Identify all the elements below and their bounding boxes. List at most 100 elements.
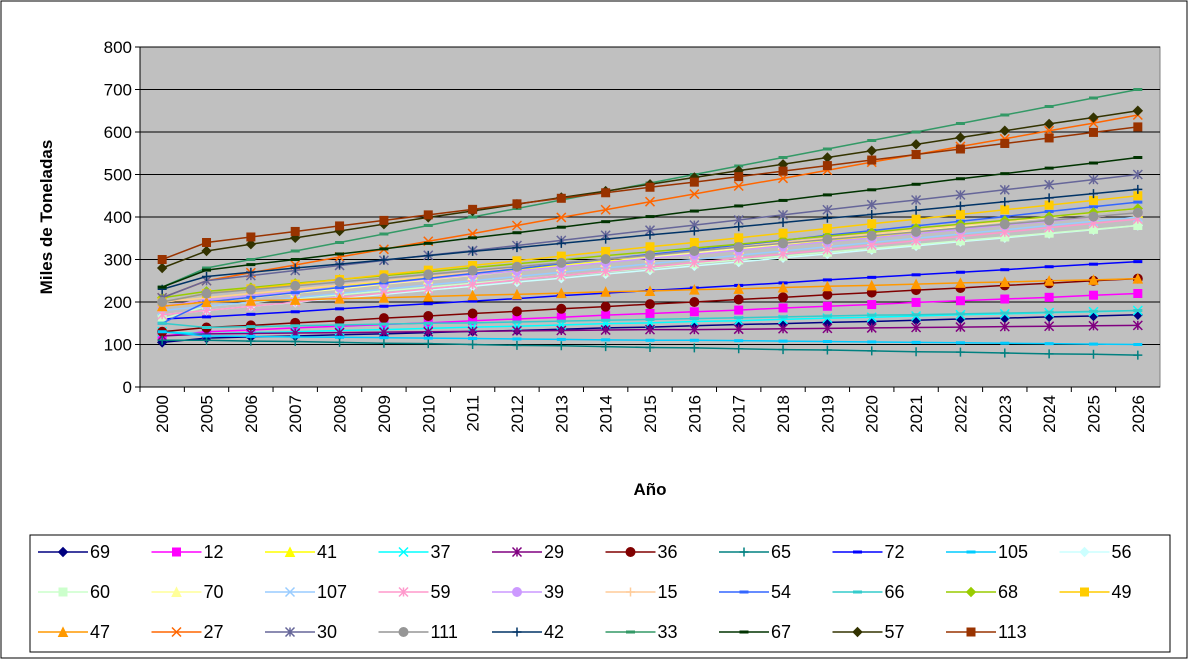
legend-label: 37 [431, 542, 451, 562]
marker [157, 309, 168, 320]
marker [422, 290, 434, 302]
marker [1088, 309, 1098, 313]
marker [246, 232, 256, 242]
marker [245, 238, 257, 250]
marker [468, 204, 478, 214]
marker [911, 347, 921, 357]
marker [778, 323, 789, 334]
marker [334, 292, 345, 304]
marker [955, 122, 965, 125]
x-tick-label: 2016 [685, 395, 704, 433]
legend-label: 65 [771, 542, 791, 562]
marker [378, 313, 389, 324]
marker [334, 277, 345, 288]
marker [398, 627, 409, 637]
marker [290, 280, 301, 291]
marker [601, 234, 611, 244]
marker [601, 338, 611, 342]
marker [626, 587, 635, 597]
marker [157, 255, 167, 264]
marker [778, 238, 789, 249]
x-tick-label: 2013 [552, 395, 571, 433]
marker [778, 156, 788, 159]
marker [739, 590, 749, 594]
marker [689, 338, 699, 342]
marker [911, 322, 922, 333]
marker [512, 340, 522, 350]
marker [822, 278, 832, 282]
marker [822, 323, 833, 334]
x-tick-label: 2024 [1040, 395, 1059, 433]
x-tick-label: 2025 [1084, 395, 1103, 433]
marker [778, 198, 788, 202]
x-tick-label: 2006 [242, 395, 261, 433]
marker [335, 335, 345, 339]
marker [1044, 105, 1054, 108]
marker [689, 284, 700, 295]
marker [689, 189, 700, 200]
marker [423, 241, 433, 245]
marker [689, 257, 700, 268]
marker [423, 321, 433, 325]
marker [601, 188, 611, 198]
marker [335, 286, 345, 290]
marker [733, 253, 744, 264]
marker [423, 326, 434, 337]
marker [290, 335, 300, 339]
marker [290, 249, 300, 253]
marker [512, 627, 522, 637]
legend-label: 36 [658, 542, 678, 562]
marker [284, 626, 296, 638]
marker [157, 297, 168, 307]
marker [1088, 127, 1098, 137]
legend-label: 67 [771, 622, 791, 642]
x-tick-label: 2017 [730, 395, 749, 433]
marker [999, 219, 1010, 230]
y-tick-label: 100 [104, 336, 132, 355]
marker [955, 209, 965, 219]
x-tick-label: 2011 [464, 395, 483, 432]
x-tick-label: 2000 [153, 395, 172, 433]
marker [867, 346, 877, 356]
marker [645, 250, 655, 261]
marker [1088, 342, 1098, 346]
marker [911, 273, 921, 277]
marker [1080, 587, 1089, 597]
legend-label: 39 [544, 582, 564, 602]
legend-label: 69 [90, 542, 110, 562]
marker [867, 139, 877, 142]
marker [1133, 343, 1143, 346]
marker [600, 301, 611, 312]
x-axis-title: Año [633, 480, 666, 499]
marker [822, 289, 833, 300]
marker [644, 196, 656, 207]
marker [1133, 156, 1143, 159]
marker [822, 223, 832, 233]
marker [1000, 341, 1010, 345]
marker [423, 311, 434, 322]
marker [600, 254, 611, 265]
marker [1044, 349, 1054, 359]
y-tick-label: 0 [123, 378, 132, 397]
marker [1088, 211, 1099, 222]
marker [171, 586, 182, 597]
marker [955, 223, 966, 234]
marker [335, 307, 345, 311]
marker [600, 325, 611, 336]
marker [512, 199, 522, 209]
marker [1044, 292, 1054, 302]
marker [734, 233, 744, 243]
marker [955, 177, 965, 181]
legend-label: 54 [771, 582, 791, 602]
marker [689, 177, 699, 187]
marker [1000, 138, 1010, 148]
marker [1044, 133, 1054, 143]
marker [644, 324, 656, 335]
marker [335, 252, 345, 256]
marker [689, 238, 699, 247]
marker [955, 144, 965, 154]
marker [867, 188, 877, 192]
marker [423, 269, 434, 280]
marker [645, 338, 655, 342]
x-tick-label: 2020 [863, 395, 882, 433]
